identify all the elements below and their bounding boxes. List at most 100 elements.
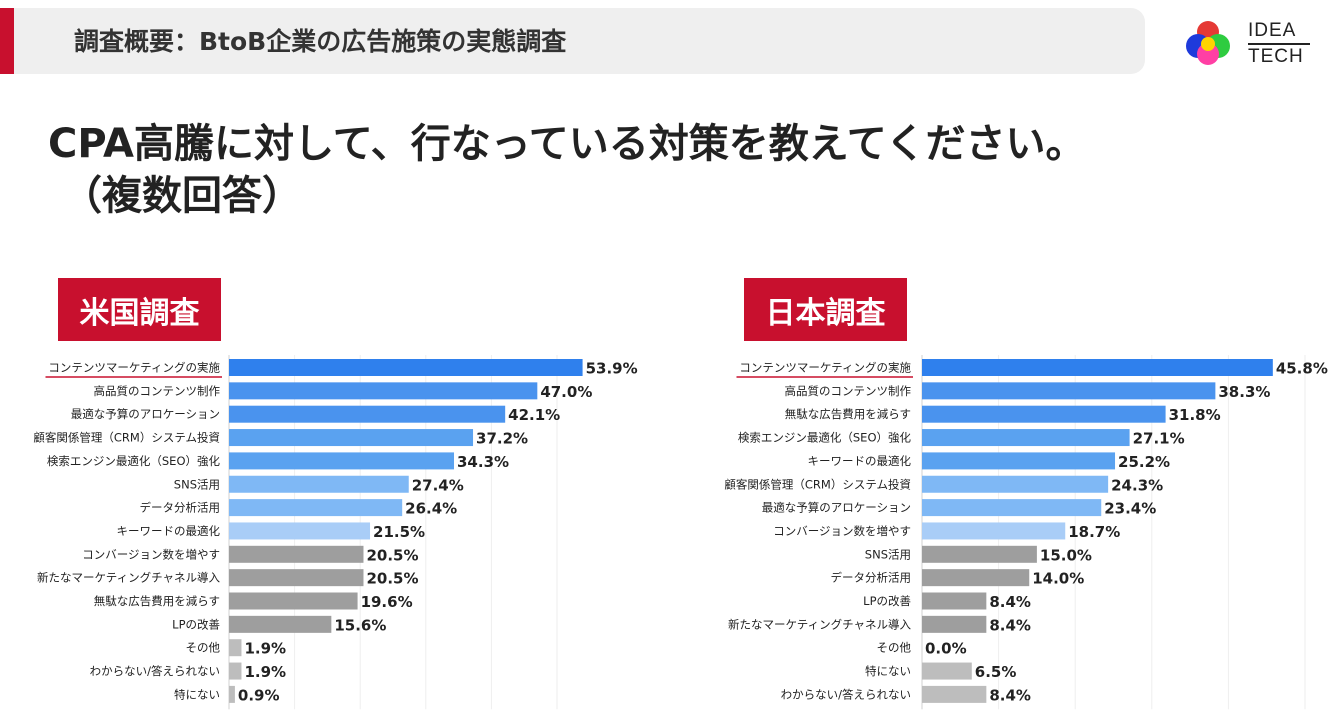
us-category-label: その他 [186, 641, 221, 655]
us-bar [229, 569, 364, 587]
us-value-label: 47.0% [540, 383, 592, 401]
us-category-label: LPの改善 [172, 617, 220, 631]
us-bar [229, 662, 242, 680]
survey-question: CPA高騰に対して、行なっている対策を教えてください。 （複数回答） [48, 118, 1086, 222]
japan-value-label: 25.2% [1118, 453, 1170, 471]
us-bar [229, 359, 583, 376]
japan-bar [922, 475, 1109, 493]
japan-category-label: 顧客関係管理（CRM）システム投資 [724, 477, 911, 491]
us-survey-badge: 米国調査 [58, 278, 221, 341]
us-bar [229, 405, 506, 423]
japan-value-label: 27.1% [1133, 430, 1185, 448]
us-value-label: 1.9% [244, 663, 286, 681]
us-value-label: 21.5% [373, 523, 425, 541]
us-bar [229, 592, 358, 610]
japan-category-label: 検索エンジン最適化（SEO）強化 [738, 431, 912, 445]
japan-value-label: 8.4% [989, 686, 1031, 704]
japan-category-label: キーワードの最適化 [808, 454, 912, 468]
us-value-label: 42.1% [508, 406, 560, 424]
japan-value-label: 8.4% [989, 616, 1031, 634]
us-value-label: 27.4% [412, 476, 464, 494]
japan-survey-badge: 日本調査 [744, 278, 907, 341]
us-category-label: 新たなマーケティングチャネル導入 [37, 571, 220, 585]
logo-flower-icon [1186, 21, 1230, 65]
us-value-label: 37.2% [476, 430, 528, 448]
japan-bar [922, 452, 1116, 470]
japan-category-label: SNS活用 [865, 547, 911, 561]
japan-value-label: 31.8% [1169, 406, 1221, 424]
japan-bar [922, 569, 1030, 587]
us-category-label: 無駄な広告費用を減らす [94, 594, 220, 608]
us-value-label: 15.6% [334, 616, 386, 634]
us-bar [229, 522, 371, 540]
us-category-label: 検索エンジン最適化（SEO）強化 [47, 454, 221, 468]
japan-value-label: 45.8% [1276, 360, 1328, 378]
japan-value-label: 0.0% [925, 640, 967, 658]
survey-question-line2: （複数回答） [62, 173, 302, 219]
japan-category-label: 高品質のコンテンツ制作 [785, 384, 912, 398]
us-category-label: 最適な予算のアロケーション [71, 407, 220, 421]
japan-category-label: わからない/答えられない [781, 687, 911, 701]
japan-category-label: データ分析活用 [831, 571, 912, 585]
japan-value-label: 18.7% [1068, 523, 1120, 541]
us-bar [229, 639, 242, 657]
japan-bar [922, 662, 972, 680]
us-bar [229, 429, 474, 447]
us-category-label: 高品質のコンテンツ制作 [94, 384, 221, 398]
japan-category-label: LPの改善 [863, 594, 911, 608]
us-bar [229, 499, 403, 517]
page-header-title: 調査概要：BtoB企業の広告施策の実態調査 [74, 27, 567, 56]
header-band [0, 8, 1145, 74]
japan-category-label: 新たなマーケティングチャネル導入 [728, 617, 911, 631]
us-category-label: コンバージョン数を増やす [82, 547, 220, 561]
japan-category-label: 最適な予算のアロケーション [762, 501, 911, 515]
us-category-label: 顧客関係管理（CRM）システム投資 [33, 431, 220, 445]
japan-category-label: その他 [877, 641, 912, 655]
japan-value-label: 38.3% [1218, 383, 1270, 401]
us-value-label: 53.9% [586, 360, 638, 378]
japan-value-label: 23.4% [1104, 500, 1156, 518]
survey-question-line1: CPA高騰に対して、行なっている対策を教えてください。 [48, 121, 1086, 167]
us-value-label: 34.3% [457, 453, 509, 471]
us-bar [229, 545, 364, 563]
japan-value-label: 14.0% [1032, 570, 1084, 588]
us-value-label: 20.5% [366, 546, 418, 564]
us-category-label: キーワードの最適化 [117, 524, 221, 538]
japan-category-label: コンテンツマーケティングの実施 [739, 361, 911, 375]
japan-value-label: 8.4% [989, 593, 1031, 611]
us-category-label: SNS活用 [174, 477, 220, 491]
japan-bar [922, 522, 1066, 540]
us-category-label: わからない/答えられない [90, 664, 220, 678]
japan-value-label: 15.0% [1040, 546, 1092, 564]
japan-bar [922, 382, 1216, 400]
japan-category-label: コンバージョン数を増やす [773, 524, 911, 538]
us-bar [229, 615, 332, 633]
us-bar [229, 382, 538, 400]
logo-text-idea: IDEA [1248, 20, 1297, 41]
japan-bar [922, 545, 1037, 563]
japan-bar [922, 615, 987, 633]
header-accent-marker [0, 8, 14, 74]
us-bar [229, 685, 235, 703]
us-value-label: 20.5% [366, 570, 418, 588]
us-value-label: 19.6% [361, 593, 413, 611]
ideatech-logo [1186, 21, 1230, 65]
japan-value-label: 6.5% [975, 663, 1017, 681]
logo-text-tech: TECH [1248, 46, 1304, 67]
us-category-label: データ分析活用 [140, 501, 221, 515]
us-value-label: 1.9% [244, 640, 286, 658]
us-value-label: 26.4% [405, 500, 457, 518]
us-category-label: コンテンツマーケティングの実施 [48, 361, 220, 375]
logo-divider [1248, 43, 1310, 45]
japan-bar [922, 499, 1102, 517]
japan-bar [922, 592, 987, 610]
japan-category-label: 無駄な広告費用を減らす [785, 407, 911, 421]
japan-bar [922, 685, 987, 703]
us-value-label: 0.9% [238, 686, 280, 704]
us-bar [229, 452, 455, 470]
us-bar [229, 475, 409, 493]
japan-bar [922, 429, 1130, 447]
japan-bar [922, 359, 1273, 376]
japan-value-label: 24.3% [1111, 476, 1163, 494]
